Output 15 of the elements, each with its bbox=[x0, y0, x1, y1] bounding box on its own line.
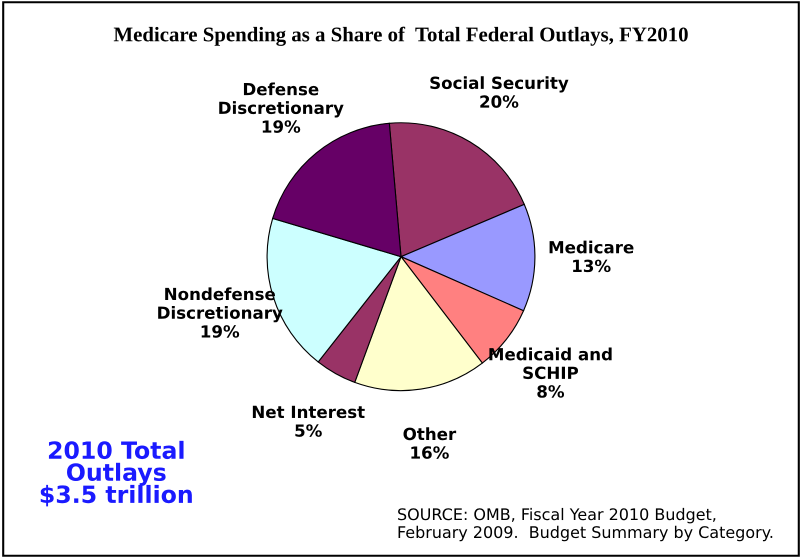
data-label: 5% bbox=[295, 424, 322, 437]
source-note: SOURCE: OMB, Fiscal Year 2010 Budget, February 2009. Budget Summary by Category. bbox=[398, 508, 772, 542]
data-label: 8% bbox=[537, 385, 564, 398]
data-label: 20% bbox=[480, 95, 518, 108]
data-label: 16% bbox=[411, 446, 449, 459]
slice-label: Net Interest bbox=[252, 406, 365, 418]
data-label: 19% bbox=[202, 325, 240, 338]
slice-label: Social Security bbox=[430, 76, 568, 92]
chart-title: Medicare Spending as a Share of Total Federal Outlays, FY2010 bbox=[114, 26, 688, 46]
data-label: 19% bbox=[262, 120, 300, 133]
data-label: 13% bbox=[573, 260, 611, 272]
text: 2010 Total Outlays $3.5 trillion bbox=[40, 440, 192, 506]
slice-label: Medicare bbox=[550, 240, 634, 254]
slice-label: Other bbox=[404, 427, 456, 440]
slice-label: Defense Discretionary bbox=[219, 82, 344, 118]
